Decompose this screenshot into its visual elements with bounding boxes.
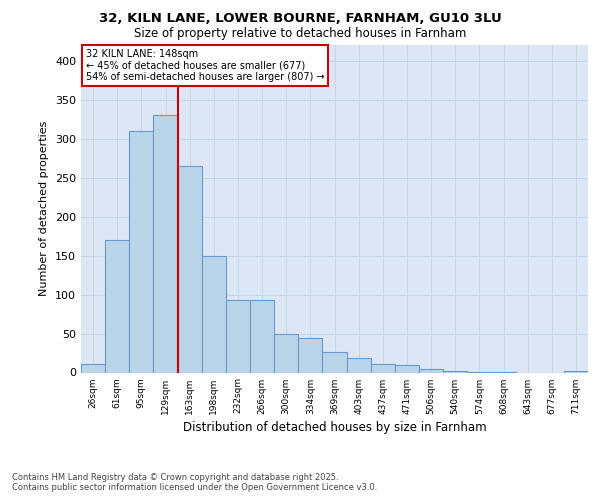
- Bar: [371, 364, 395, 372]
- Text: 32 KILN LANE: 148sqm
← 45% of detached houses are smaller (677)
54% of semi-deta: 32 KILN LANE: 148sqm ← 45% of detached h…: [86, 49, 325, 82]
- Y-axis label: Number of detached properties: Number of detached properties: [40, 121, 49, 296]
- Bar: [274, 334, 298, 372]
- Bar: [564, 371, 588, 372]
- Bar: [105, 240, 129, 372]
- Bar: [178, 166, 202, 372]
- Bar: [81, 364, 105, 372]
- Bar: [395, 366, 419, 372]
- Bar: [322, 352, 347, 372]
- Text: 32, KILN LANE, LOWER BOURNE, FARNHAM, GU10 3LU: 32, KILN LANE, LOWER BOURNE, FARNHAM, GU…: [98, 12, 502, 26]
- Bar: [419, 370, 443, 372]
- Bar: [347, 358, 371, 372]
- Text: Contains HM Land Registry data © Crown copyright and database right 2025.
Contai: Contains HM Land Registry data © Crown c…: [12, 473, 377, 492]
- Bar: [226, 300, 250, 372]
- Bar: [250, 300, 274, 372]
- Bar: [443, 371, 467, 372]
- Bar: [298, 338, 322, 372]
- Text: Size of property relative to detached houses in Farnham: Size of property relative to detached ho…: [134, 28, 466, 40]
- Bar: [154, 115, 178, 372]
- X-axis label: Distribution of detached houses by size in Farnham: Distribution of detached houses by size …: [182, 420, 487, 434]
- Bar: [202, 256, 226, 372]
- Bar: [129, 131, 154, 372]
